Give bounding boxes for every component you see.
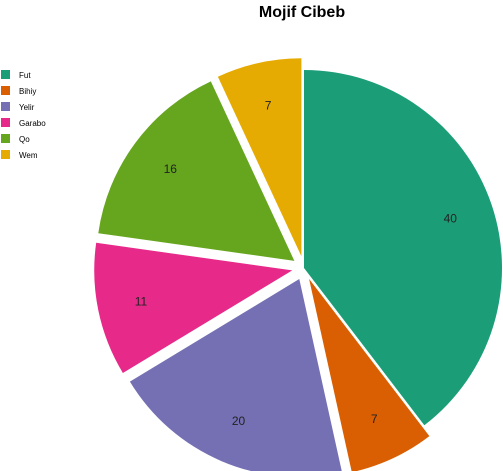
legend-swatch-qo: [1, 134, 10, 143]
legend: Fut Bihiy Yelir Garabo Qo Wem: [1, 70, 46, 160]
pie-slice-yelir: [129, 279, 342, 471]
slice-label-wem: 7: [265, 98, 272, 112]
legend-label-fut: Fut: [19, 71, 31, 80]
slice-label-garabo: 11: [135, 294, 148, 308]
slice-label-qo: 16: [164, 162, 178, 176]
legend-swatch-yelir: [1, 102, 10, 111]
pie-slices: [94, 58, 502, 471]
legend-swatch-garabo: [1, 118, 10, 127]
legend-label-yelir: Yelir: [19, 103, 35, 112]
legend-swatch-fut: [1, 70, 10, 79]
legend-swatch-wem: [1, 150, 10, 159]
chart-title: Mojif Cibeb: [259, 4, 345, 21]
slice-label-yelir: 20: [232, 414, 246, 428]
pie-slice-qo: [98, 81, 295, 261]
slice-label-fut: 40: [444, 211, 458, 225]
legend-label-qo: Qo: [19, 135, 30, 144]
slice-label-bihiy: 7: [371, 412, 378, 426]
pie-slice-wem: [217, 58, 302, 257]
legend-label-bihiy: Bihiy: [19, 87, 36, 96]
legend-label-garabo: Garabo: [19, 119, 46, 128]
pie-slice-bihiy: [309, 278, 430, 471]
pie-slice-fut: [304, 70, 502, 426]
slice-labels: 40 7 20 11 16 7: [135, 98, 458, 428]
legend-swatch-bihiy: [1, 86, 10, 95]
legend-label-wem: Wem: [19, 151, 38, 160]
pie-slice-garabo: [94, 242, 293, 373]
